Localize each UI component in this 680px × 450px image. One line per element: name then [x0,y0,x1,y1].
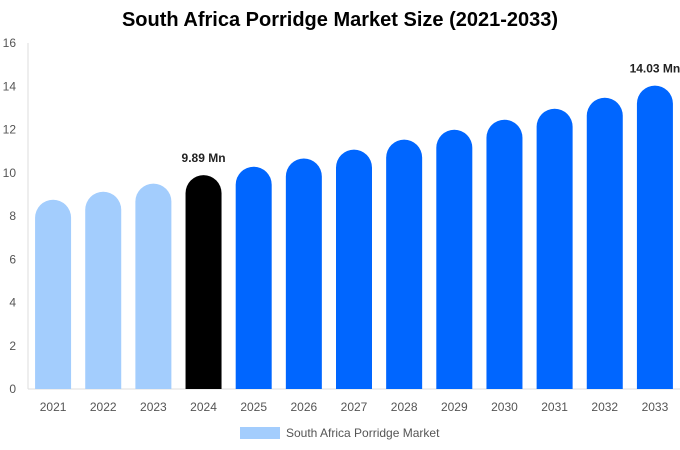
x-tick-label: 2031 [541,400,568,414]
x-tick-label: 2022 [90,400,117,414]
x-tick-label: 2033 [642,400,669,414]
y-tick-label: 16 [3,36,17,50]
data-label: 14.03 Mn [630,62,680,76]
bar-2025 [235,166,272,389]
bar-2027 [336,149,372,389]
y-tick-label: 12 [3,123,17,137]
bar-2032 [586,97,623,390]
x-tick-label: 2029 [441,400,468,414]
bar-2031 [536,108,573,390]
y-tick-label: 14 [3,79,17,93]
x-tick-label: 2032 [591,400,618,414]
y-tick-label: 4 [9,296,16,310]
bar-2029 [436,129,473,389]
x-tick-label: 2028 [391,400,418,414]
y-tick-label: 6 [9,252,16,266]
y-tick-label: 10 [3,166,17,180]
bar-2033 [636,85,673,389]
bar-2030 [486,119,523,390]
y-tick-label: 0 [9,382,16,396]
y-tick-label: 2 [9,339,16,353]
bar-2023 [135,183,172,389]
x-tick-label: 2026 [290,400,317,414]
bar-2021 [35,199,72,389]
bar-2024 [185,175,222,389]
legend-label: South Africa Porridge Market [286,426,440,440]
bar-2026 [285,158,322,389]
x-tick-label: 2021 [40,400,67,414]
y-tick-label: 8 [9,209,16,223]
legend: South Africa Porridge Market [240,426,439,440]
x-tick-label: 2027 [341,400,368,414]
x-tick-label: 2025 [240,400,267,414]
legend-swatch [240,427,280,439]
x-tick-label: 2023 [140,400,167,414]
bar-2022 [85,191,122,389]
data-label: 9.89 Mn [182,151,226,165]
x-tick-label: 2024 [190,400,217,414]
bar-2028 [386,139,423,389]
chart-title: South Africa Porridge Market Size (2021-… [121,9,559,31]
x-tick-label: 2030 [491,400,518,414]
